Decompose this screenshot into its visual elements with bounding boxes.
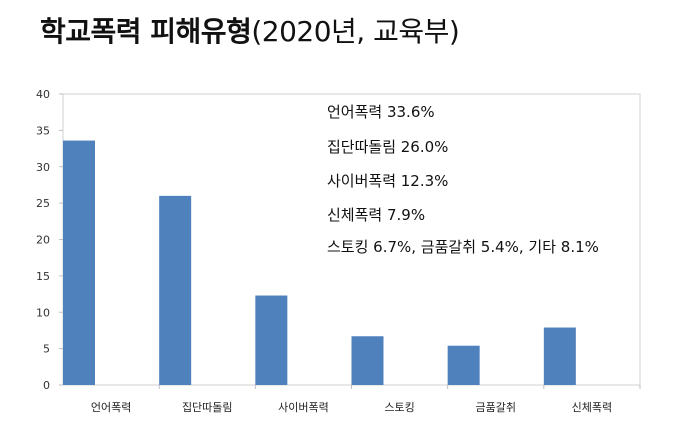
x-tick-label: 사이버폭력 [278,401,329,414]
title-source: (2020년, 교육부) [251,15,460,48]
y-tick-label: 5 [43,343,50,356]
y-tick-label: 0 [43,379,50,392]
y-tick-label: 25 [36,197,50,210]
x-tick-label: 언어폭력 [91,401,131,414]
x-tick-label: 금품갈취 [476,400,516,414]
bar [447,345,480,385]
y-tick-label: 20 [36,234,50,247]
y-tick-label: 15 [36,270,50,283]
y-tick-label: 40 [36,88,50,101]
x-tick-label: 스토킹 [384,401,414,414]
y-tick-label: 35 [36,124,50,137]
bar [159,195,192,385]
x-tick-label: 신체폭력 [572,401,612,414]
chart-title: 학교폭력 피해유형(2020년, 교육부) [40,10,460,50]
y-tick-label: 30 [36,161,50,174]
bar [543,327,576,385]
annotation-verbal: 언어폭력 33.6% [327,103,435,121]
x-tick-label: 집단따돌림 [182,401,233,414]
annotation-cyber: 사이버폭력 12.3% [327,172,449,190]
bar [63,140,95,385]
annotation-other: 스토킹 6.7%, 금품갈취 5.4%, 기타 8.1% [327,238,599,256]
bar [351,336,384,385]
title-main: 학교폭력 피해유형 [40,15,252,48]
y-tick-label: 10 [36,306,50,319]
bar [255,295,288,385]
annotation-ostracism: 집단따돌림 26.0% [327,138,449,156]
annotation-physical: 신체폭력 7.9% [327,206,426,224]
